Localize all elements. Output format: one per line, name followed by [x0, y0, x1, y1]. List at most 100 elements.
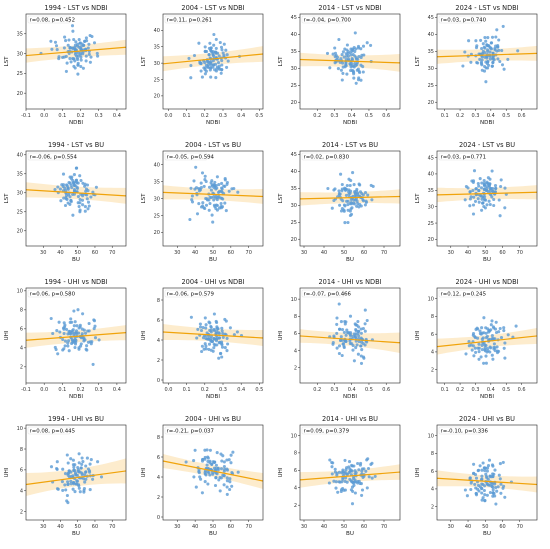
y-tick-label: 8: [294, 314, 297, 320]
data-point: [77, 486, 81, 490]
data-point: [475, 326, 479, 330]
y-axis-label: LST: [278, 193, 284, 204]
x-tick-label: 40: [321, 524, 327, 530]
data-point: [213, 483, 218, 488]
data-point: [496, 57, 500, 61]
chart-title: 2004 - UHI vs BU: [185, 415, 241, 423]
data-point: [81, 203, 85, 207]
data-point: [199, 328, 204, 333]
x-tick-label: 0.5: [365, 113, 373, 119]
data-point: [214, 37, 218, 41]
y-tick-label: 6: [294, 331, 297, 337]
y-tick-label: 40: [17, 153, 23, 159]
data-point: [491, 485, 495, 489]
data-point: [359, 344, 363, 348]
data-point: [213, 180, 217, 184]
fit-line: [436, 52, 538, 58]
y-tick-label: 8: [294, 451, 297, 457]
stat-text: r=-0.10, p=0.336: [441, 428, 489, 434]
data-point: [485, 476, 489, 480]
data-point: [328, 66, 332, 70]
data-point: [491, 464, 495, 468]
x-tick-label: 40: [57, 250, 63, 256]
data-point: [204, 69, 208, 73]
data-point: [473, 335, 477, 339]
x-tick-label: 0.5: [365, 387, 373, 393]
data-point: [337, 351, 341, 356]
data-point: [469, 487, 473, 492]
data-point: [227, 189, 231, 193]
data-point: [79, 45, 83, 49]
axes-frame: [299, 13, 401, 110]
data-point: [363, 308, 367, 312]
data-point: [471, 188, 475, 193]
data-point: [231, 450, 235, 454]
x-axis-label: BU: [72, 531, 80, 537]
y-tick-label: 4: [157, 338, 160, 344]
data-point: [370, 198, 374, 202]
x-tick-label: 50: [75, 250, 81, 256]
y-axis-label: LST: [4, 193, 10, 204]
data-point: [482, 316, 486, 320]
data-point: [335, 346, 339, 350]
data-point: [73, 320, 77, 324]
axes-frame: [162, 287, 264, 384]
data-point: [214, 331, 218, 335]
data-point: [336, 67, 340, 71]
data-point: [342, 330, 346, 334]
data-point: [334, 54, 338, 58]
data-point: [348, 191, 352, 195]
data-point: [71, 339, 75, 343]
fit-line: [299, 58, 401, 64]
data-point: [74, 482, 79, 486]
chart-title: 2004 - LST vs NDBI: [181, 4, 244, 12]
data-point: [350, 502, 355, 506]
data-point: [206, 65, 210, 70]
data-point: [198, 475, 202, 479]
data-point: [78, 325, 82, 329]
x-axis-label: BU: [209, 257, 217, 263]
data-point: [63, 483, 67, 487]
data-point: [86, 207, 90, 211]
data-point: [350, 62, 354, 66]
chart-svg: 2014 - LST vs NDBI r=-0.04, p=0.700 0.2 0.3…: [278, 4, 401, 126]
data-point: [214, 194, 218, 198]
scatter-panel-11: 2014 - UHI vs NDBI r=-0.07, p=0.466 0.2 0.3…: [274, 274, 411, 411]
chart-title: 2004 - UHI vs NDBI: [181, 278, 244, 286]
data-point: [215, 337, 219, 341]
data-point: [480, 46, 484, 51]
data-point: [223, 346, 227, 350]
data-point: [85, 193, 89, 197]
data-point: [493, 468, 497, 472]
points-group: [188, 165, 240, 224]
data-point: [325, 51, 330, 55]
data-point: [212, 342, 216, 346]
y-tick-label: 30: [17, 51, 23, 57]
data-point: [92, 327, 96, 331]
data-point: [62, 55, 66, 59]
data-point: [78, 490, 82, 494]
x-axis-label: BU: [483, 531, 491, 537]
data-point: [365, 41, 369, 45]
data-point: [361, 199, 366, 203]
data-point: [88, 470, 92, 474]
data-point: [199, 69, 203, 73]
data-point: [358, 70, 362, 75]
data-point: [192, 179, 196, 183]
data-point: [203, 455, 207, 459]
x-tick-label: 0.2: [313, 387, 321, 393]
data-point: [516, 49, 520, 53]
points-group: [463, 169, 508, 218]
data-point: [332, 479, 336, 483]
x-tick-label: 50: [341, 524, 347, 530]
data-point: [217, 54, 221, 58]
data-point: [464, 352, 468, 356]
stat-text: r=0.02, p=0.830: [304, 154, 350, 160]
data-point: [72, 181, 76, 185]
data-point: [344, 476, 348, 480]
data-point: [340, 207, 344, 211]
scatter-panel-6: 2004 - LST vs BU r=-0.05, p=0.594 30 40 50 60…: [137, 137, 274, 274]
data-point: [55, 460, 59, 464]
data-point: [469, 481, 473, 485]
